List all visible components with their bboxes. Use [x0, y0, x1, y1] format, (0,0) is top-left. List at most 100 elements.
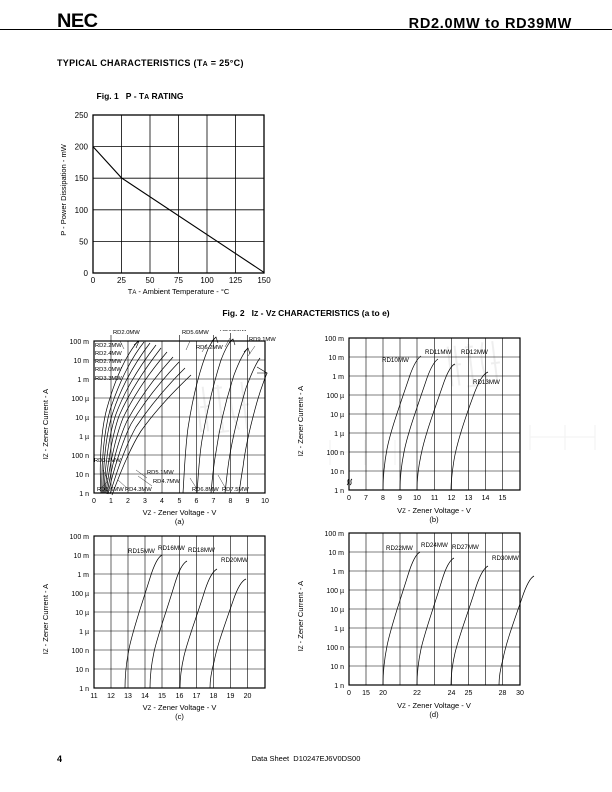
svg-text:10 n: 10 n [330, 664, 344, 671]
svg-text:19: 19 [227, 693, 235, 700]
svg-text:7: 7 [364, 495, 368, 502]
svg-text:6: 6 [195, 498, 199, 505]
svg-text:RD2.0MW: RD2.0MW [113, 330, 140, 336]
svg-text:RD2.2MW: RD2.2MW [95, 343, 122, 349]
svg-text:100 µ: 100 µ [71, 396, 89, 403]
svg-text:15: 15 [362, 690, 370, 697]
svg-text:2: 2 [126, 498, 130, 505]
svg-text:100 n: 100 n [326, 645, 344, 652]
svg-text:RD3.3MW: RD3.3MW [94, 458, 121, 464]
svg-text:100 n: 100 n [71, 453, 89, 460]
svg-text:150: 150 [75, 174, 89, 183]
svg-text:100: 100 [75, 206, 89, 215]
svg-text:RD4.7MW: RD4.7MW [153, 479, 180, 485]
svg-text:10 m: 10 m [328, 355, 344, 362]
svg-text:1 µ: 1 µ [79, 629, 89, 636]
svg-text:1 n: 1 n [334, 683, 344, 690]
svg-text:11: 11 [431, 495, 438, 502]
svg-text:100 m: 100 m [325, 336, 345, 343]
svg-text:100 µ: 100 µ [71, 591, 89, 598]
svg-text:1 n: 1 n [334, 488, 344, 495]
svg-text:11: 11 [90, 693, 97, 700]
svg-text:12: 12 [448, 495, 456, 502]
svg-text:7: 7 [212, 498, 216, 505]
svg-text:15: 15 [158, 693, 166, 700]
svg-text:50: 50 [146, 276, 155, 283]
svg-text:0: 0 [347, 690, 351, 697]
svg-text:0: 0 [84, 269, 89, 278]
svg-text:RD3.3MW: RD3.3MW [95, 376, 122, 382]
svg-text:30: 30 [516, 690, 524, 697]
svg-text:100 n: 100 n [326, 450, 344, 457]
svg-text:17: 17 [193, 693, 201, 700]
svg-text:0: 0 [91, 276, 96, 283]
svg-text:8: 8 [381, 495, 385, 502]
svg-text:16: 16 [176, 693, 184, 700]
svg-text:10 µ: 10 µ [330, 412, 344, 419]
svg-text:250: 250 [75, 111, 89, 120]
svg-text:125: 125 [229, 276, 243, 283]
svg-text:10 m: 10 m [328, 550, 344, 557]
svg-text:RD6.2MW: RD6.2MW [220, 330, 247, 333]
svg-text:10 n: 10 n [330, 469, 344, 476]
svg-text:24: 24 [448, 690, 456, 697]
svg-text:10 m: 10 m [73, 358, 89, 365]
svg-text:1 m: 1 m [77, 377, 89, 384]
svg-text:13: 13 [124, 693, 132, 700]
svg-text:10 µ: 10 µ [330, 607, 344, 614]
svg-text:9: 9 [246, 498, 250, 505]
svg-text:RD5.6MW: RD5.6MW [182, 330, 209, 336]
svg-text:25: 25 [117, 276, 126, 283]
svg-text:100 n: 100 n [71, 648, 89, 655]
svg-text:18: 18 [210, 693, 218, 700]
svg-text:RD20MW: RD20MW [221, 557, 248, 564]
svg-text:14: 14 [141, 693, 149, 700]
svg-text:1 n: 1 n [79, 491, 89, 498]
svg-text:1 m: 1 m [77, 572, 89, 579]
svg-text:RD12MW: RD12MW [461, 349, 488, 356]
svg-text:100 µ: 100 µ [326, 393, 344, 400]
svg-text:RD13MW: RD13MW [473, 379, 500, 386]
svg-text:150: 150 [257, 276, 271, 283]
svg-text:RD10MW: RD10MW [382, 357, 409, 364]
svg-text:RD15MW: RD15MW [128, 548, 155, 555]
svg-text:10 n: 10 n [75, 472, 89, 479]
svg-text:RD16MW: RD16MW [158, 545, 185, 552]
svg-text:15: 15 [499, 495, 507, 502]
svg-text:0: 0 [347, 495, 351, 502]
svg-text:RD22MW: RD22MW [386, 545, 413, 552]
svg-text:0: 0 [92, 498, 96, 505]
svg-text:RD3.0MW: RD3.0MW [95, 367, 122, 373]
svg-text:RD6.2MW: RD6.2MW [196, 345, 223, 351]
svg-text:10 µ: 10 µ [75, 610, 89, 617]
svg-text:1 m: 1 m [332, 569, 344, 576]
svg-text:1 µ: 1 µ [79, 434, 89, 441]
svg-text:RD30MW: RD30MW [492, 555, 519, 562]
svg-text:100: 100 [200, 276, 214, 283]
svg-text:3: 3 [143, 498, 147, 505]
svg-text:10 m: 10 m [73, 553, 89, 560]
svg-text:10: 10 [413, 495, 421, 502]
svg-text:75: 75 [174, 276, 183, 283]
svg-text:14: 14 [482, 495, 490, 502]
svg-text:100 m: 100 m [70, 534, 90, 541]
svg-text:22: 22 [413, 690, 421, 697]
svg-text:200: 200 [75, 143, 89, 152]
svg-text:100 m: 100 m [70, 339, 90, 346]
svg-text:20: 20 [379, 690, 387, 697]
svg-text:RD7.5MW: RD7.5MW [222, 487, 249, 493]
svg-text:20: 20 [244, 693, 252, 700]
svg-text:1 µ: 1 µ [334, 431, 344, 438]
svg-text:9: 9 [398, 495, 402, 502]
svg-text:1 m: 1 m [332, 374, 344, 381]
svg-text:25: 25 [465, 690, 473, 697]
svg-text:RD2.4MW: RD2.4MW [95, 351, 122, 357]
svg-text:8: 8 [229, 498, 233, 505]
svg-text:1 µ: 1 µ [334, 626, 344, 633]
svg-text:RD4.3MW: RD4.3MW [125, 487, 152, 493]
svg-text:1 n: 1 n [79, 686, 89, 693]
svg-text:13: 13 [465, 495, 473, 502]
svg-text:100 m: 100 m [325, 531, 345, 538]
svg-text:1: 1 [109, 498, 113, 505]
svg-text:RD18MW: RD18MW [188, 547, 215, 554]
